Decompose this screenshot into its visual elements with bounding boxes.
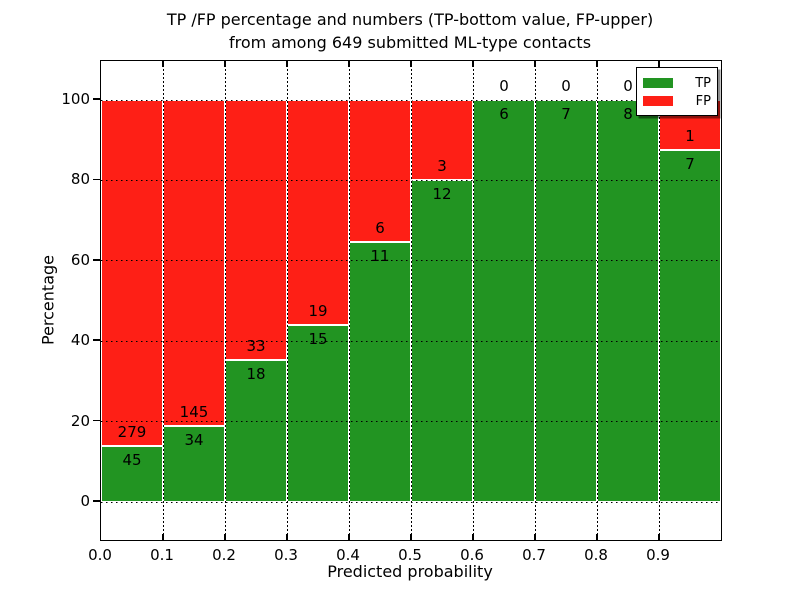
legend-item-tp: TP <box>643 74 711 92</box>
y-tick-label: 20 <box>70 411 90 430</box>
x-tick-mark-bottom <box>534 534 536 540</box>
x-tick-label: 0.4 <box>336 546 360 564</box>
tp-count-label: 45 <box>122 451 142 470</box>
bar-segment-tp <box>349 241 411 502</box>
bar-segment-tp <box>535 100 597 502</box>
y-tick-label: 40 <box>70 331 90 350</box>
x-gridline <box>286 61 288 540</box>
x-gridline <box>410 61 412 540</box>
tp-count-label: 6 <box>499 105 509 123</box>
bar-segment-fp <box>101 100 163 447</box>
legend: TP FP <box>636 67 718 116</box>
y-tick-mark <box>93 259 100 261</box>
x-axis-label: Predicted probability <box>327 562 493 581</box>
chart-title-line2: from among 649 submitted ML-type contact… <box>228 33 592 52</box>
legend-label-fp: FP <box>695 93 711 109</box>
x-tick-label: 0.1 <box>150 546 174 564</box>
y-tick-label: 80 <box>70 170 90 189</box>
legend-item-fp: FP <box>643 92 711 110</box>
fp-count-label: 279 <box>117 423 147 442</box>
bar-segment-fp <box>163 100 225 426</box>
fp-count-label: 0 <box>561 77 571 95</box>
fp-count-label: 0 <box>623 77 633 95</box>
bar-segment-fp <box>225 100 287 361</box>
x-tick-mark-top <box>534 61 536 67</box>
bar-segment-tp <box>287 324 349 502</box>
x-tick-label: 0.8 <box>584 546 608 564</box>
fp-count-label: 0 <box>499 77 509 95</box>
x-tick-mark-top <box>286 61 288 67</box>
x-tick-label: 0.0 <box>88 546 112 564</box>
x-tick-mark-top <box>224 61 226 67</box>
y-tick-mark <box>93 98 100 100</box>
x-tick-label: 0.6 <box>460 546 484 564</box>
bar-segment-tp <box>163 425 225 502</box>
x-gridline <box>348 61 350 540</box>
y-tick-mark <box>93 339 100 341</box>
bar-segment-tp <box>659 150 721 502</box>
fp-count-label: 6 <box>375 218 385 237</box>
fp-swatch-icon <box>643 96 673 106</box>
bar-segment-tp <box>473 100 535 502</box>
tp-count-label: 7 <box>685 155 695 174</box>
fp-count-label: 19 <box>308 301 328 320</box>
x-gridline <box>658 61 660 540</box>
x-tick-label: 0.5 <box>398 546 422 564</box>
x-tick-mark-top <box>658 61 660 67</box>
x-tick-mark-bottom <box>286 534 288 540</box>
x-tick-mark-top <box>410 61 412 67</box>
chart-title-line1: TP /FP percentage and numbers (TP-bottom… <box>166 10 654 29</box>
tp-count-label: 11 <box>370 246 390 265</box>
y-tick-mark <box>93 500 100 502</box>
x-tick-label: 0.9 <box>646 546 670 564</box>
x-tick-label: 0.3 <box>274 546 298 564</box>
bar-segment-fp <box>287 100 349 325</box>
bar-segment-tp <box>597 100 659 502</box>
y-tick-label: 100 <box>61 90 90 108</box>
x-tick-mark-bottom <box>410 534 412 540</box>
x-tick-mark-top <box>348 61 350 67</box>
y-tick-label: 60 <box>70 250 90 269</box>
x-tick-mark-bottom <box>658 534 660 540</box>
x-gridline <box>534 61 536 540</box>
x-gridline <box>162 61 164 540</box>
x-tick-mark-top <box>162 61 164 67</box>
x-gridline <box>472 61 474 540</box>
plot-area: TP FP 279 45 145 34 33 18 19 15 6 11 3 12 0 6 0 7 0 8 1 7 <box>100 60 722 541</box>
fp-count-label: 145 <box>179 402 209 421</box>
x-tick-mark-bottom <box>348 534 350 540</box>
y-tick-mark <box>93 419 100 422</box>
x-tick-mark-bottom <box>162 534 164 540</box>
bar-segment-tp <box>225 360 287 502</box>
fp-count-label: 1 <box>685 127 695 146</box>
legend-label-tp: TP <box>695 75 711 91</box>
x-gridline <box>224 61 226 540</box>
tp-count-label: 8 <box>623 105 633 123</box>
tp-count-label: 34 <box>184 430 204 449</box>
x-tick-mark-top <box>596 61 598 67</box>
tp-swatch-icon <box>643 78 673 88</box>
y-tick-mark <box>93 178 100 181</box>
x-tick-mark-bottom <box>596 534 598 540</box>
x-tick-mark-bottom <box>224 534 226 540</box>
bar-segment-fp <box>411 100 473 181</box>
x-tick-label: 0.2 <box>212 546 236 564</box>
tp-count-label: 12 <box>432 185 452 204</box>
tp-count-label: 15 <box>308 329 328 348</box>
fp-count-label: 33 <box>246 337 266 356</box>
fp-count-label: 3 <box>437 157 447 176</box>
x-tick-label: 0.7 <box>522 546 546 564</box>
tp-count-label: 7 <box>561 105 571 123</box>
x-gridline <box>596 61 598 540</box>
x-tick-mark-top <box>472 61 474 67</box>
y-tick-label: 0 <box>80 492 90 510</box>
x-tick-mark-bottom <box>472 534 474 540</box>
chart-title: TP /FP percentage and numbers (TP-bottom… <box>100 8 720 54</box>
bar-segment-tp <box>101 446 163 502</box>
tp-count-label: 18 <box>246 365 266 384</box>
